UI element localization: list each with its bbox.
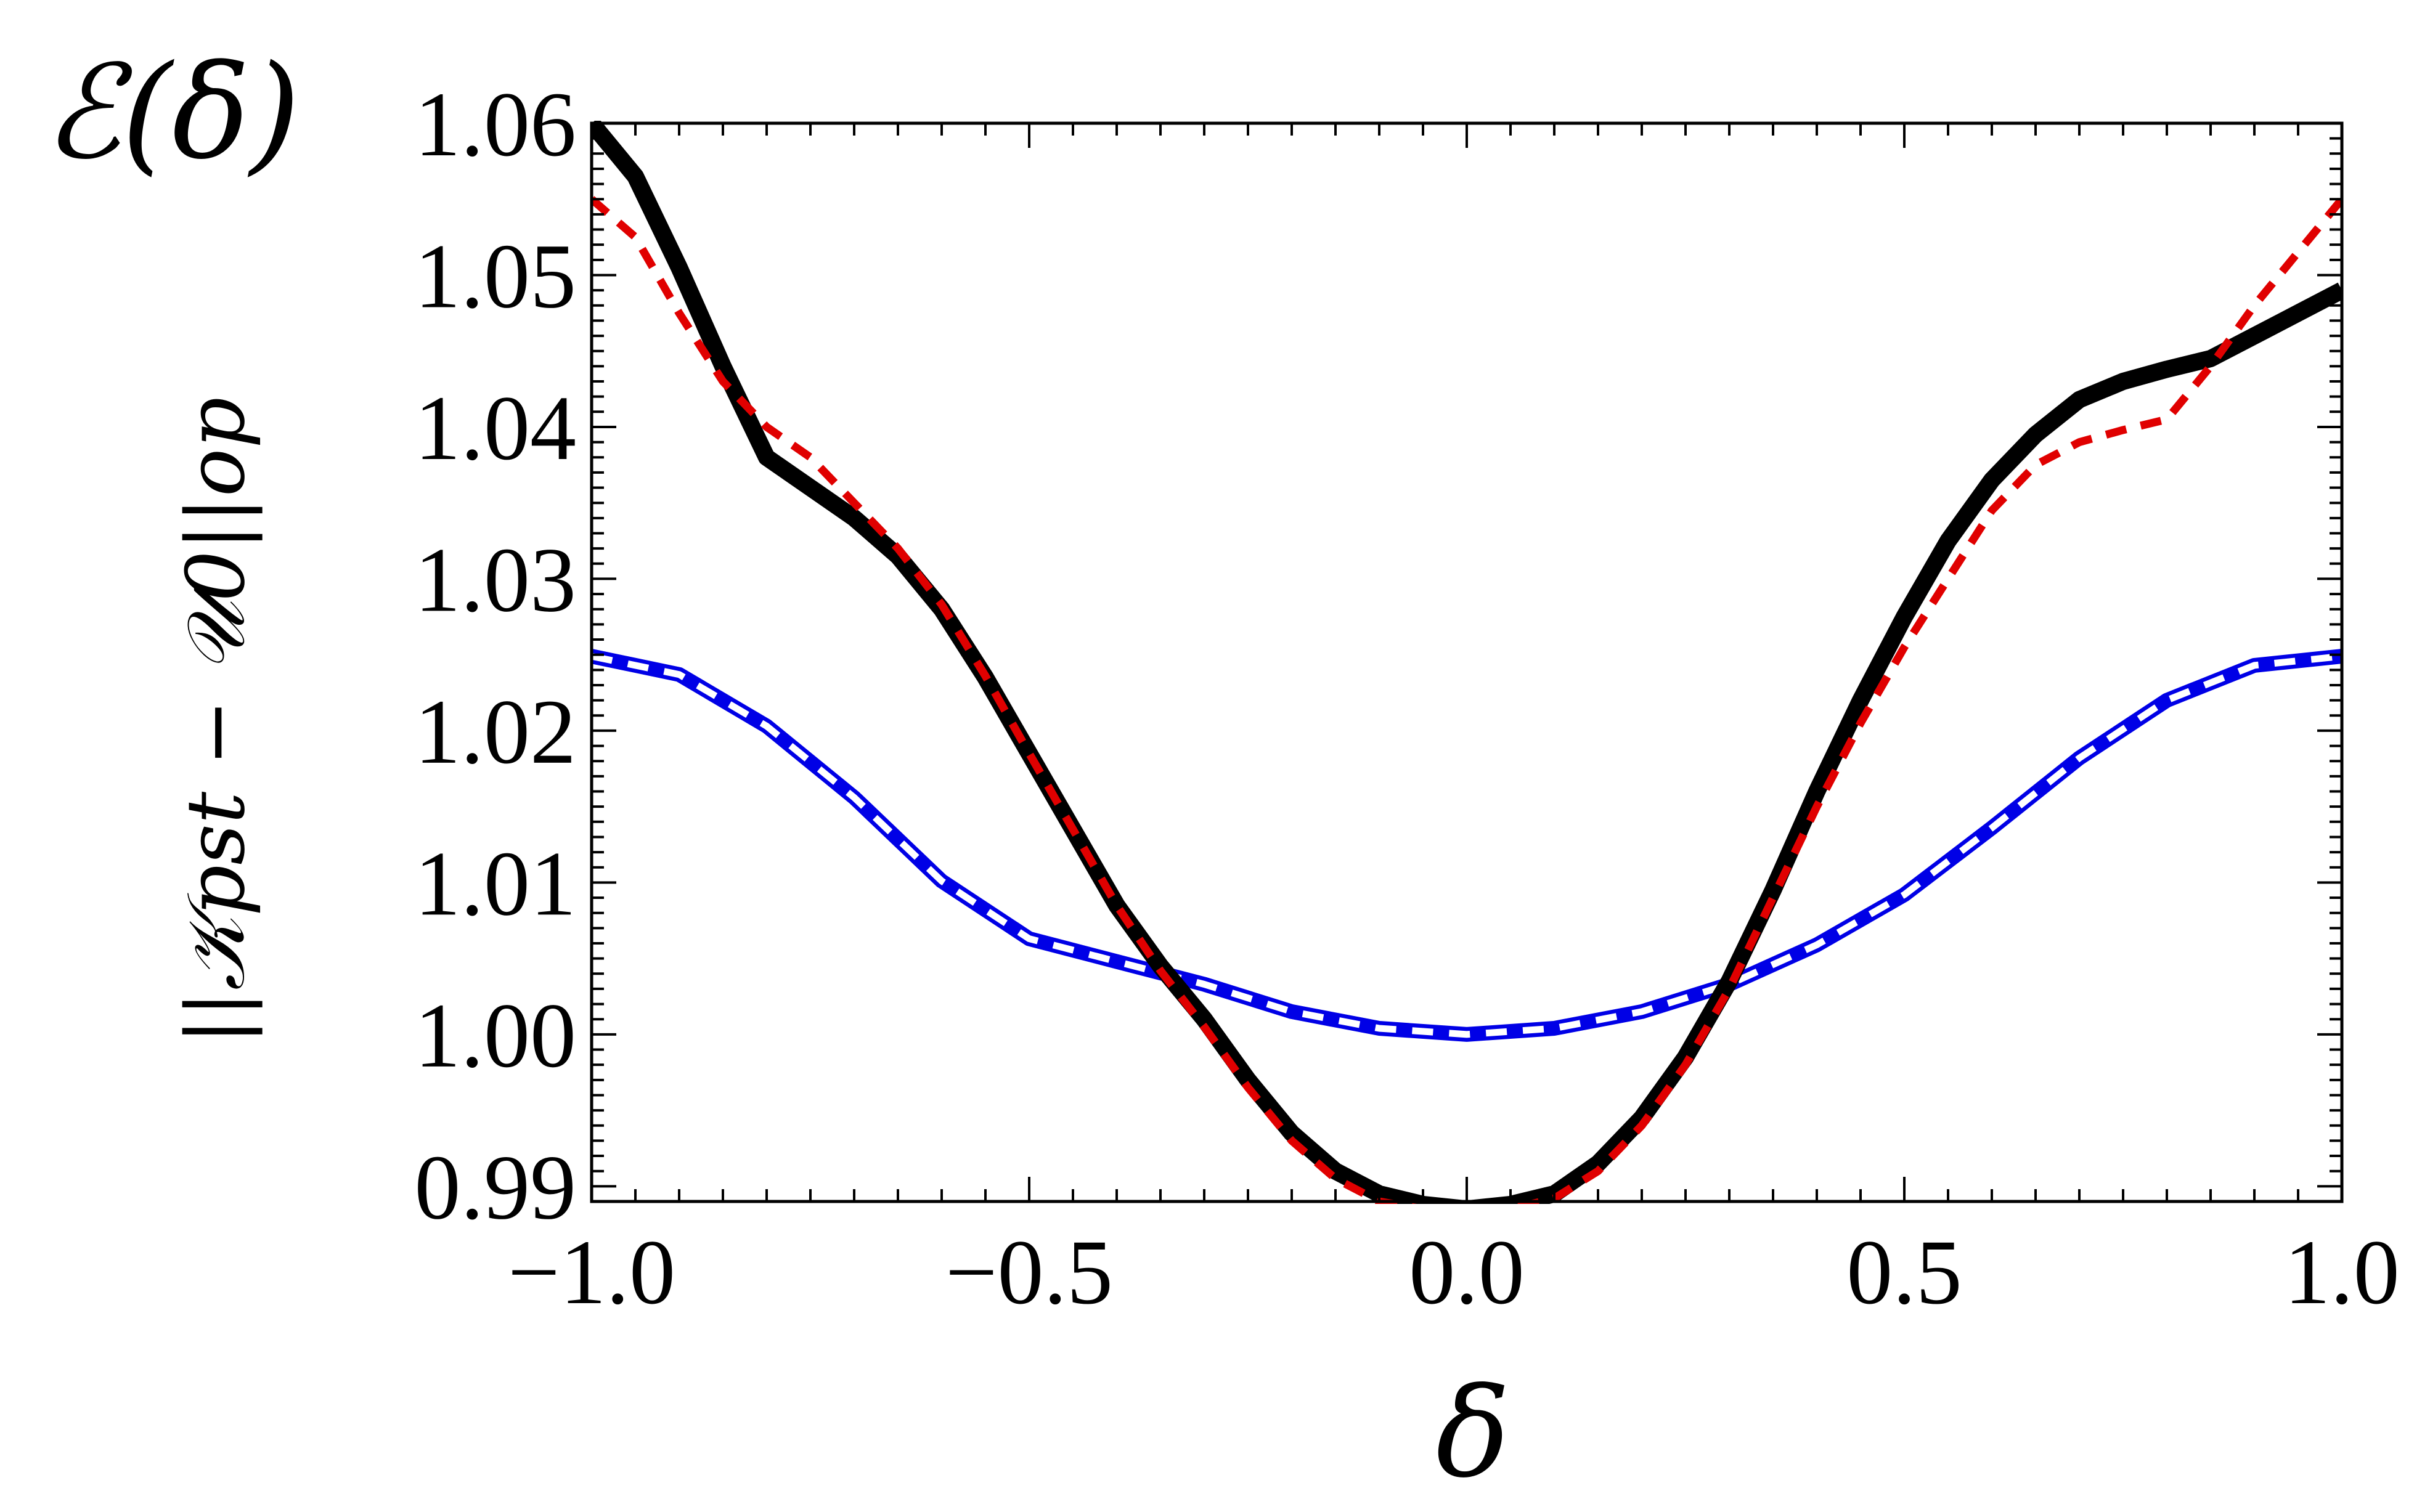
y-tick-label: 1.02 bbox=[415, 681, 577, 783]
y-tick-label: 0.99 bbox=[415, 1136, 577, 1238]
series-line-0 bbox=[592, 649, 2342, 1042]
corner-label: ℰ(δ) bbox=[43, 37, 300, 188]
y-tick-label: 1.05 bbox=[415, 225, 577, 327]
y-tick-label: 1.01 bbox=[415, 832, 577, 935]
x-tick-label: 0.0 bbox=[1409, 1221, 1525, 1323]
y-tick-label: 1.03 bbox=[415, 529, 577, 631]
x-tick-label: −1.0 bbox=[508, 1221, 675, 1323]
series-line-2 bbox=[592, 121, 2342, 1204]
y-tick-label: 1.04 bbox=[415, 377, 577, 479]
x-tick-label: 1.0 bbox=[2284, 1221, 2400, 1323]
x-tick-label: 0.5 bbox=[1846, 1221, 1962, 1323]
series-layer bbox=[592, 121, 2342, 1204]
series-line-1 bbox=[592, 652, 2342, 1038]
x-tick-label: −0.5 bbox=[945, 1221, 1113, 1323]
series-line-3 bbox=[592, 196, 2342, 1204]
ticks-layer bbox=[590, 122, 2343, 1203]
y-tick-label: 1.00 bbox=[415, 985, 577, 1087]
x-axis-title: δ bbox=[1436, 1362, 1510, 1505]
y-tick-label: 1.06 bbox=[415, 73, 577, 176]
y-axis-title: ||𝒦pst − 𝒰0||op bbox=[169, 397, 263, 1045]
labels-layer: −1.0 −0.5 0.0 0.5 1.0 0.99 1.00 1.01 1.02 1.03 1.0… bbox=[415, 73, 2400, 1323]
